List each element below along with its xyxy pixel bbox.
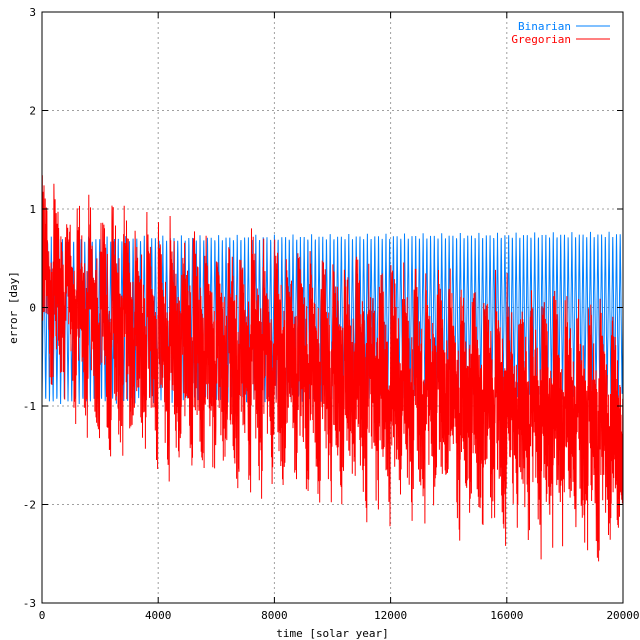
y-tick-label: -1 [23,400,36,413]
x-tick-label: 20000 [606,609,639,622]
y-tick-label: 3 [29,6,36,19]
x-tick-label: 16000 [490,609,523,622]
y-tick-label: -2 [23,499,36,512]
tick-labels: 0 4000 8000 12000 16000 20000 -3 -2 -1 0 1 2 3 [23,6,640,622]
y-tick-label: -3 [23,597,36,610]
x-axis-label: time [solar year] [276,627,389,640]
ticks [41,11,624,604]
series-line-gregorian [41,175,624,562]
x-tick-label: 4000 [145,609,172,622]
series-layer [41,175,624,562]
legend-label: Binarian [518,20,571,33]
x-tick-label: 8000 [261,609,288,622]
x-tick-label: 12000 [374,609,407,622]
y-tick-label: 1 [29,203,36,216]
x-tick-label: 0 [39,609,46,622]
y-tick-label: 2 [29,105,36,118]
y-axis-label: error [day] [7,271,20,344]
legend-label: Gregorian [511,33,571,46]
y-tick-label: 0 [29,302,36,315]
